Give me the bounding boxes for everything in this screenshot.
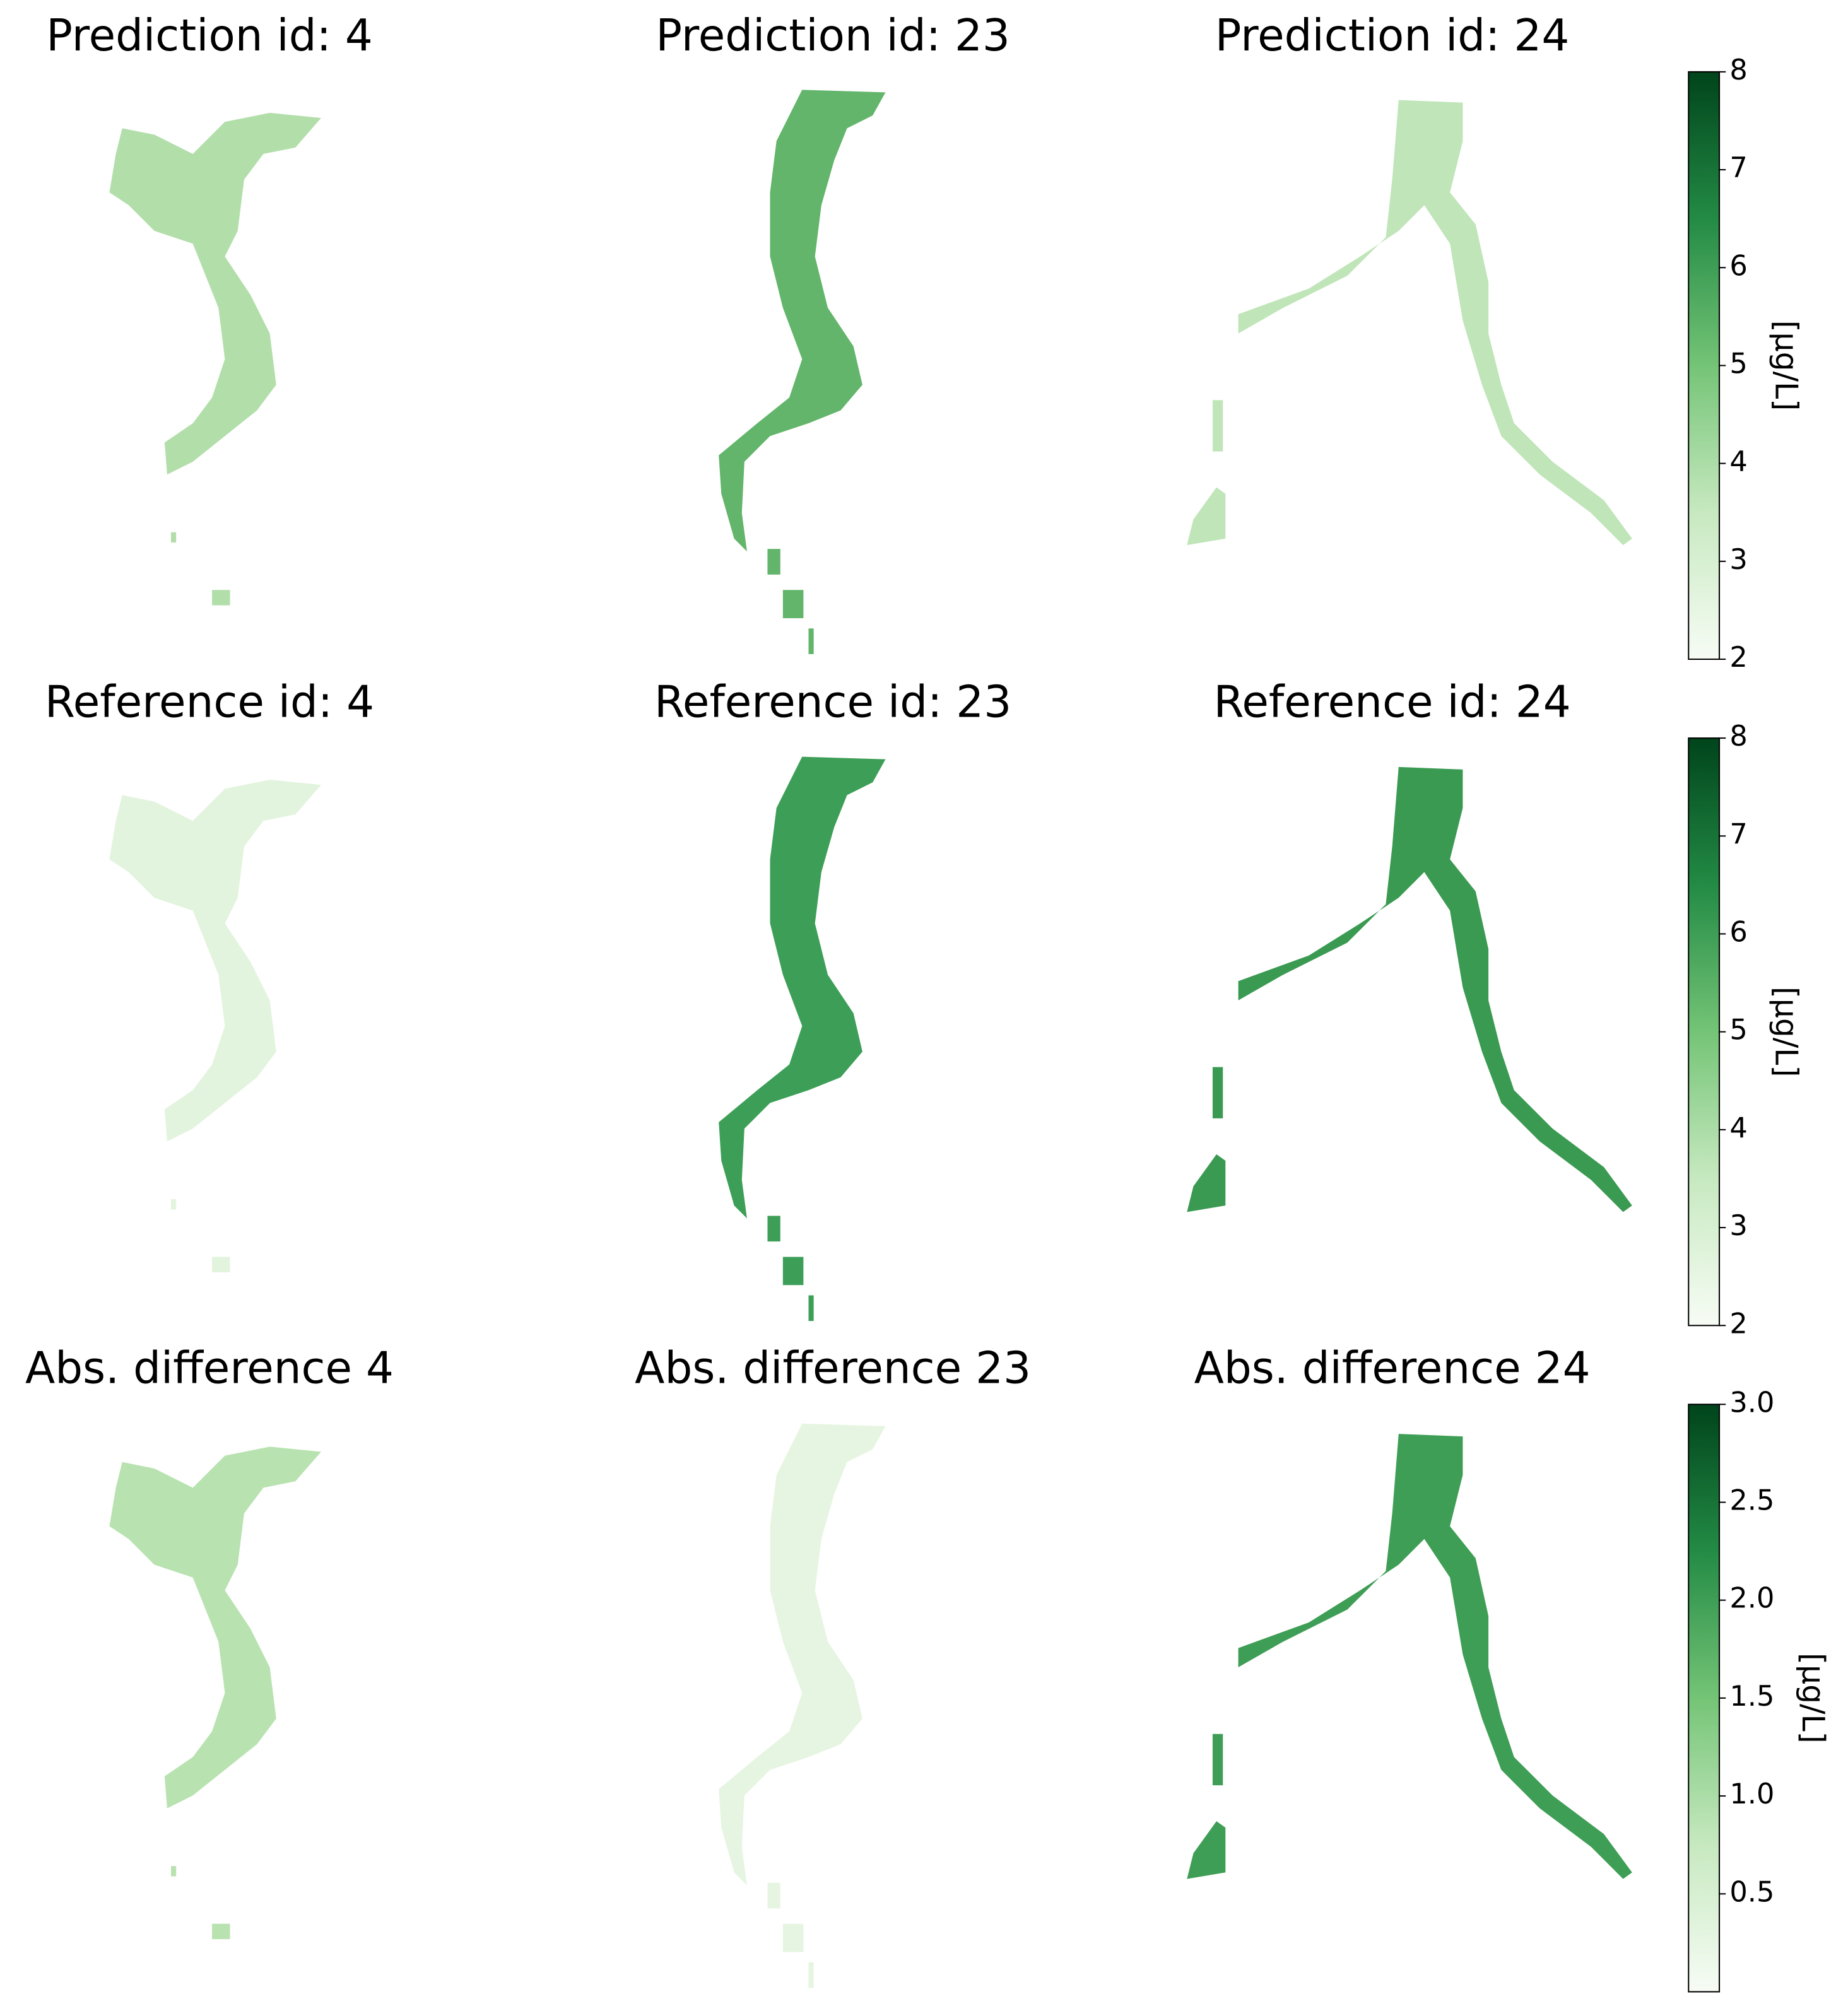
tick-label: 2 xyxy=(1729,1306,1747,1340)
tick-label: 0.5 xyxy=(1729,1875,1774,1908)
axis-label: [µg/L] xyxy=(1769,320,1804,411)
panel-title: Reference id: 4 xyxy=(45,677,374,727)
tick-label: 4 xyxy=(1729,445,1747,478)
tick-label: 2.0 xyxy=(1729,1581,1774,1615)
colorbar xyxy=(1688,737,1721,1327)
map-prediction-23 xyxy=(719,90,886,654)
tick-label: 8 xyxy=(1729,53,1747,86)
tick-label: 1.0 xyxy=(1729,1777,1774,1810)
tick-label: 5 xyxy=(1729,346,1747,380)
colorbar xyxy=(1688,71,1721,660)
map-reference-4 xyxy=(109,780,321,1272)
tick-label: 6 xyxy=(1729,249,1747,282)
panel-title: Prediction id: 24 xyxy=(1215,11,1570,61)
tick-label: 6 xyxy=(1729,915,1747,948)
panel-title: Abs. difference 23 xyxy=(635,1343,1031,1393)
tick-label: 2 xyxy=(1729,640,1747,674)
colorbar xyxy=(1688,1404,1721,1993)
map-difference-24 xyxy=(1187,1434,1632,1879)
map-prediction-4 xyxy=(109,112,321,606)
map-prediction-24 xyxy=(1187,100,1632,546)
panel-title: Abs. difference 4 xyxy=(25,1343,394,1393)
panel-title: Prediction id: 4 xyxy=(46,11,373,61)
tick-label: 3 xyxy=(1729,542,1747,576)
tick-label: 7 xyxy=(1729,817,1747,850)
axis-label: [µg/L] xyxy=(1795,1653,1831,1744)
map-reference-23 xyxy=(719,756,886,1322)
tick-label: 3 xyxy=(1729,1209,1747,1242)
panel-title: Reference id: 23 xyxy=(654,677,1011,727)
map-reference-24 xyxy=(1187,766,1632,1212)
tick-label: 4 xyxy=(1729,1111,1747,1144)
panel-title: Abs. difference 24 xyxy=(1194,1343,1591,1393)
panel-title: Prediction id: 23 xyxy=(656,11,1010,61)
tick-label: 2.5 xyxy=(1729,1484,1774,1517)
tick-label: 7 xyxy=(1729,151,1747,184)
tick-label: 5 xyxy=(1729,1013,1747,1047)
map-difference-4 xyxy=(109,1446,321,1940)
tick-label: 3.0 xyxy=(1729,1385,1774,1419)
axis-label: [µg/L] xyxy=(1769,987,1804,1077)
panel-title: Reference id: 24 xyxy=(1213,677,1570,727)
map-difference-23 xyxy=(719,1423,886,1988)
tick-label: 1.5 xyxy=(1729,1679,1774,1713)
tick-label: 8 xyxy=(1729,719,1747,753)
